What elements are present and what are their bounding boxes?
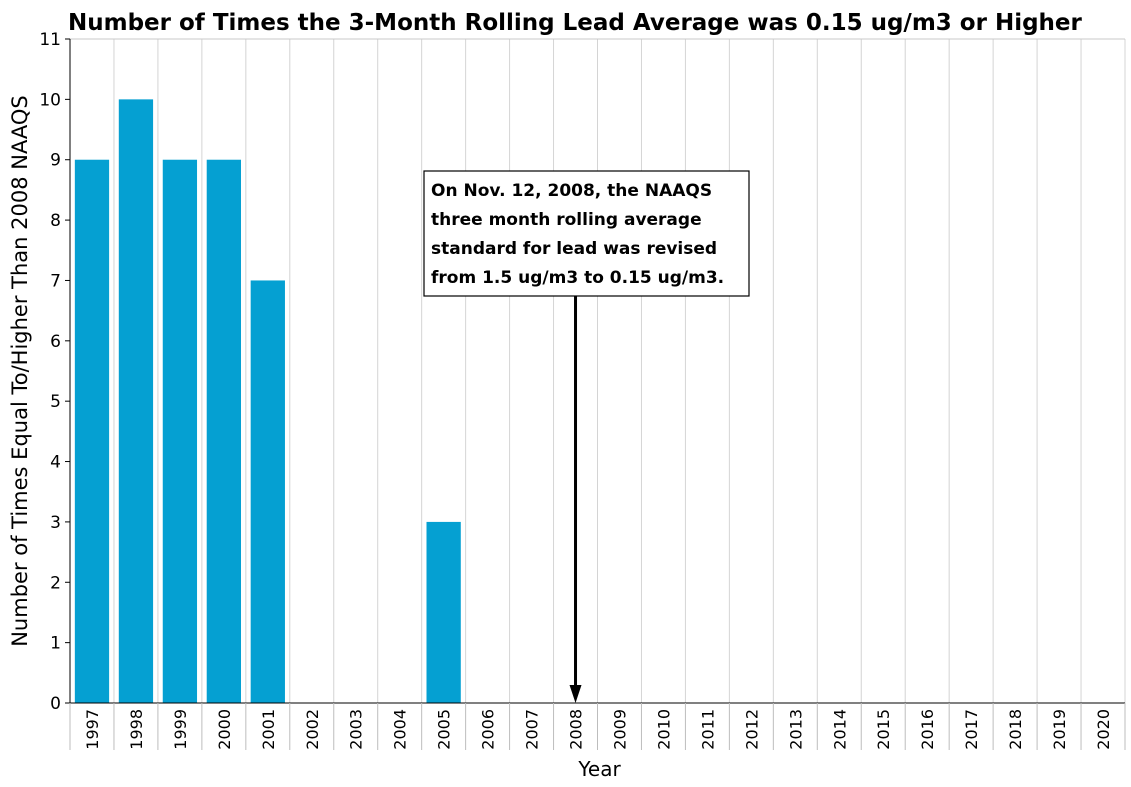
x-tick-label: 2012 — [742, 709, 761, 750]
x-tick-label: 2000 — [215, 709, 234, 750]
y-tick-label: 7 — [50, 271, 61, 291]
bar-2005 — [426, 521, 461, 703]
y-tick-label: 5 — [50, 392, 61, 412]
x-tick-label: 2015 — [874, 709, 893, 750]
bar-1997 — [74, 159, 110, 703]
y-tick-label: 3 — [50, 513, 61, 533]
x-tick-label: 2006 — [479, 709, 498, 750]
x-tick-label: 2001 — [259, 709, 278, 750]
x-tick-label: 2016 — [918, 709, 937, 750]
x-tick-label: 2014 — [830, 709, 849, 750]
y-axis-label: Number of Times Equal To/Higher Than 200… — [8, 95, 32, 647]
y-tick-label: 11 — [39, 30, 61, 50]
y-tick-label: 0 — [50, 694, 61, 714]
bar-2001 — [250, 280, 285, 703]
x-ticks: 1997 1998 1999 2000 2001 2002 2003 2004 2005 2006… — [69, 703, 1126, 750]
bar-1998 — [118, 99, 154, 703]
y-tick-label: 1 — [50, 634, 61, 654]
x-tick-label: 2019 — [1050, 709, 1069, 750]
x-tick-label: 2017 — [962, 709, 981, 750]
y-tick-label: 4 — [50, 453, 61, 473]
y-tick-label: 10 — [39, 90, 61, 110]
y-tick-label: 6 — [50, 332, 61, 352]
x-tick-label: 2020 — [1094, 709, 1113, 750]
bar-2000 — [206, 159, 241, 703]
x-tick-label: 2008 — [567, 709, 586, 750]
annotation-box — [423, 170, 750, 297]
y-tick-label: 8 — [50, 211, 61, 231]
y-tick-label: 2 — [50, 573, 61, 593]
y-ticks: 0 1 2 3 4 5 6 7 8 9 10 11 — [39, 30, 70, 714]
annotation-line: On Nov. 12, 2008, the NAAQS — [431, 181, 712, 201]
x-tick-label: 2013 — [786, 709, 805, 750]
x-tick-label: 2007 — [523, 709, 542, 750]
bars — [74, 99, 461, 703]
x-axis-label: Year — [577, 757, 621, 781]
x-tick-label: 2010 — [654, 709, 673, 750]
x-tick-label: 1999 — [171, 709, 190, 750]
x-tick-label: 1997 — [83, 709, 102, 750]
annotation-line: three month rolling average — [431, 210, 702, 230]
annotation-line: from 1.5 ug/m3 to 0.15 ug/m3. — [431, 268, 724, 288]
annotation-line: standard for lead was revised — [431, 239, 717, 259]
x-tick-label: 2002 — [303, 709, 322, 750]
x-tick-label: 2005 — [435, 709, 454, 750]
x-tick-label: 2011 — [698, 709, 717, 750]
x-tick-label: 2018 — [1006, 709, 1025, 750]
x-tick-label: 2009 — [610, 709, 629, 750]
chart-title: Number of Times the 3-Month Rolling Lead… — [68, 10, 1083, 36]
x-tick-label: 2003 — [347, 709, 366, 750]
bar-1999 — [162, 159, 198, 703]
grid-lines — [113, 39, 1126, 703]
x-tick-label: 1998 — [127, 709, 146, 750]
annotation: On Nov. 12, 2008, the NAAQS three month r… — [423, 170, 750, 703]
annotation-arrow-head — [569, 685, 582, 703]
y-tick-label: 9 — [50, 151, 61, 171]
x-tick-label: 2004 — [391, 709, 410, 750]
